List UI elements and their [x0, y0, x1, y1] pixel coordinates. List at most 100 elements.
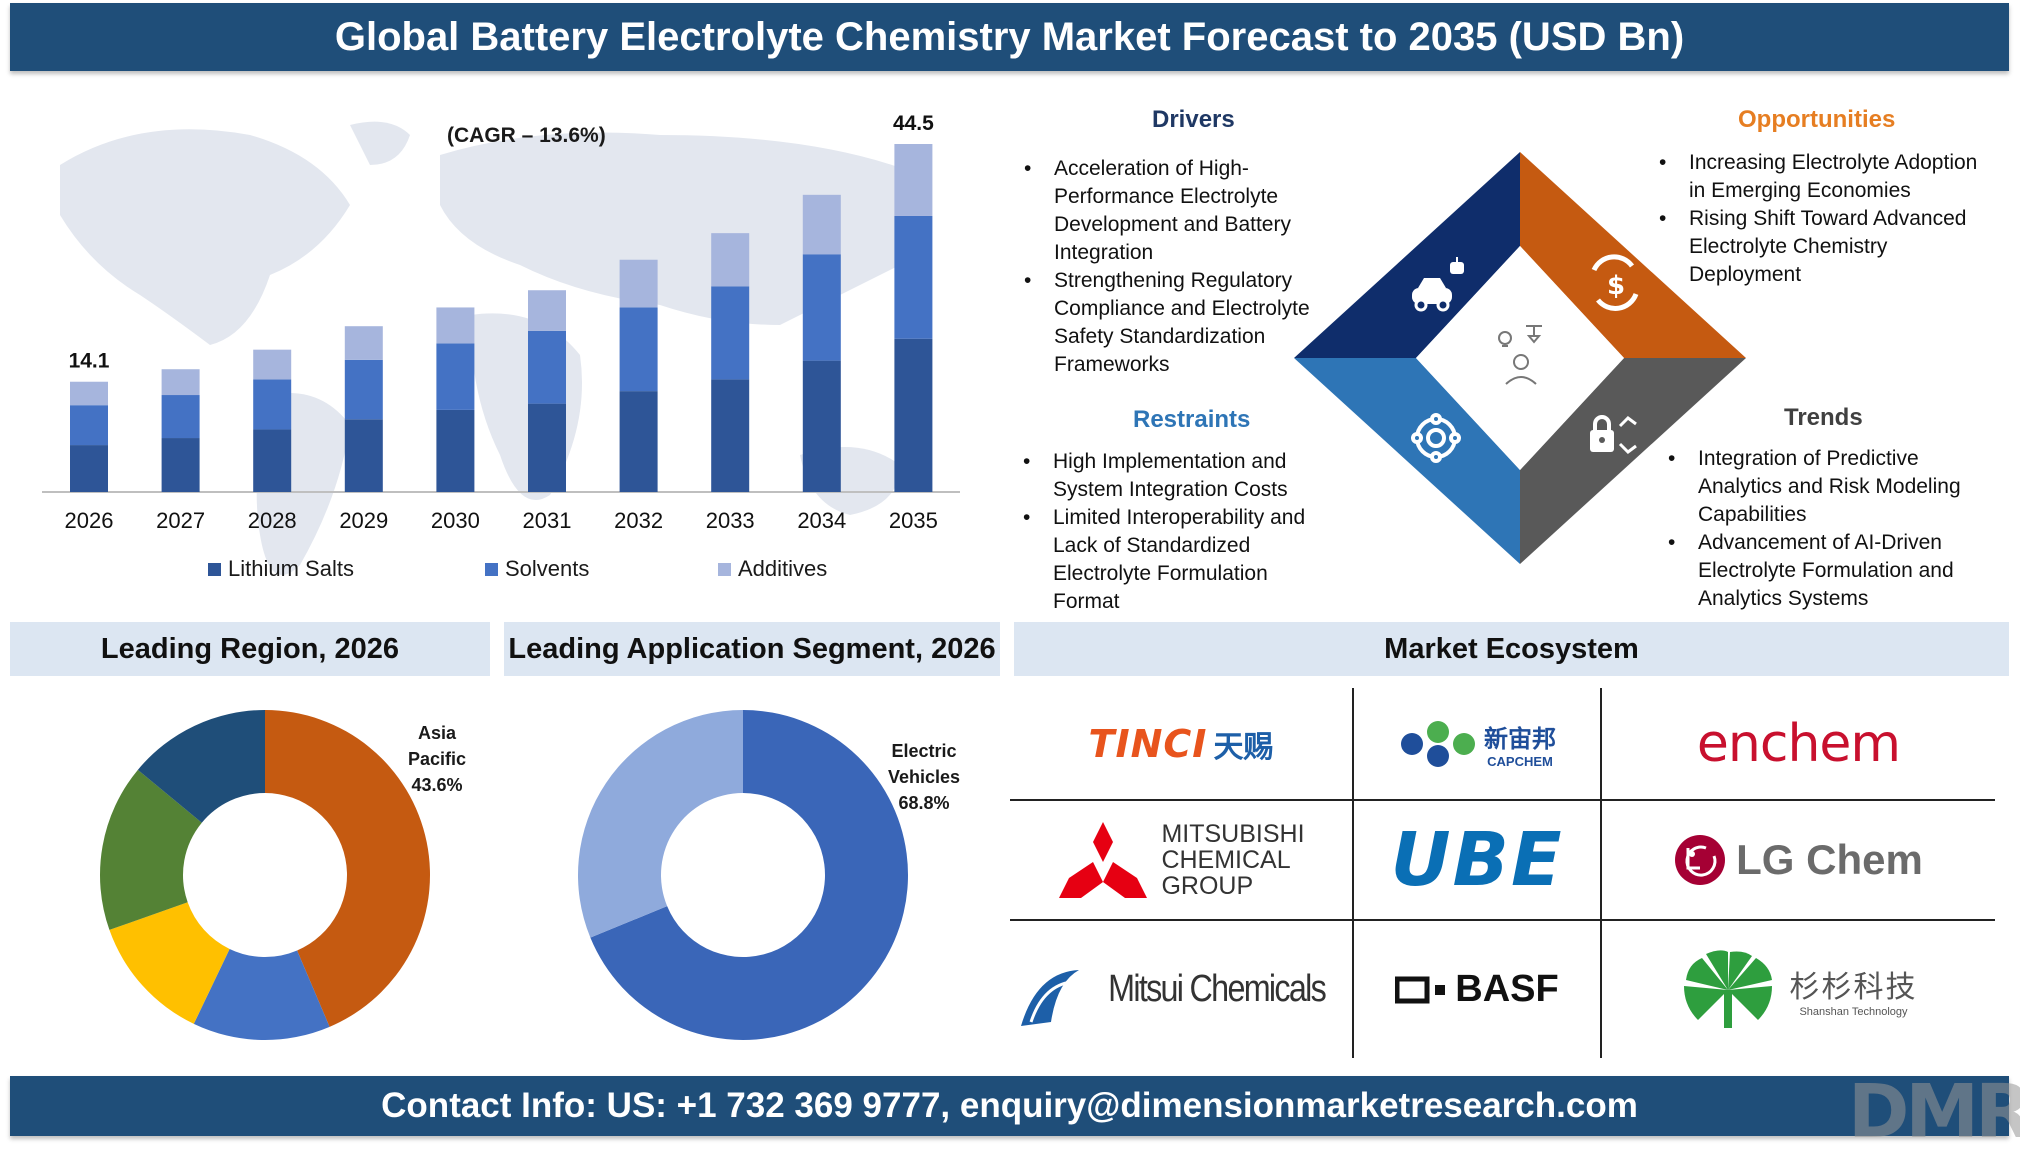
person-idea-icon	[1498, 325, 1542, 385]
logo-text: 杉杉科技	[1789, 969, 1918, 1005]
lg-chem-logo: LG Chem	[1602, 801, 1995, 919]
list-item: Increasing Electrolyte Adoption in Emerg…	[1659, 149, 1999, 205]
basf-squares-icon	[1395, 976, 1446, 1003]
drot-diamond: $	[1294, 152, 1746, 564]
bar-segment-lithium-salts	[528, 403, 566, 492]
gear-network-icon	[1411, 413, 1461, 463]
callout-label: Electric Vehicles	[887, 741, 961, 787]
bar-segment-solvents	[70, 405, 108, 446]
x-tick-label: 2035	[889, 508, 938, 533]
legend-label: Additives	[738, 556, 828, 581]
restraints-list: High Implementation and System Integrati…	[1023, 448, 1323, 616]
application-donut-chart	[578, 710, 908, 1040]
diamond-opportunities-quadrant	[1520, 152, 1746, 358]
shanshan-technology-logo: 杉杉科技 Shanshan Technology	[1602, 921, 1995, 1058]
callout-value: 68.8%	[898, 793, 950, 813]
logo-text: 新宙邦	[1484, 724, 1556, 753]
x-tick-label: 2026	[65, 508, 114, 533]
bar-segment-lithium-salts	[711, 379, 750, 492]
legend-label: Solvents	[505, 556, 590, 581]
mitsui-chemicals-logo: Mitsui Chemicals	[1010, 921, 1352, 1058]
mitsubishi-wordmark: MITSUBISHI CHEMICAL GROUP	[1161, 821, 1304, 899]
bar-segment-solvents	[344, 359, 383, 420]
list-item: Limited Interoperability and Lack of Sta…	[1023, 504, 1323, 616]
three-diamonds-icon	[1059, 822, 1148, 898]
grid-divider	[1352, 688, 1354, 1058]
diamond-drivers-quadrant	[1294, 152, 1520, 358]
bar-segment-lithium-salts	[619, 391, 658, 492]
bar-segment-additives	[436, 307, 475, 344]
stacked-bar-chart: 2026 14.1 2027 2028 2029 2030 2031 2032 2033 2034…	[42, 112, 960, 533]
x-tick-label: 2033	[706, 508, 755, 533]
x-tick-label: 2028	[248, 508, 297, 533]
dollar-cycle-icon: $	[1591, 254, 1639, 311]
ube-logo: UBE	[1354, 801, 1600, 919]
mitsui-wave-icon	[1021, 969, 1080, 1026]
bar-segment-additives	[619, 259, 658, 308]
logo-subtext: CAPCHEM	[1487, 753, 1553, 769]
logo-line: GROUP	[1161, 872, 1254, 900]
x-tick-label: 2029	[339, 508, 388, 533]
x-tick-label: 2030	[431, 508, 480, 533]
region-callout: Asia Pacific 43.6%	[396, 720, 478, 798]
list-item: Acceleration of High-Performance Electro…	[1024, 155, 1324, 267]
donut-slice-segment-2	[193, 948, 330, 1040]
opportunities-list: Increasing Electrolyte Adoption in Emerg…	[1659, 149, 1999, 289]
donut-slice-asia-pacific	[265, 710, 430, 1027]
enchem-logo: enchem	[1602, 688, 1995, 799]
trends-title: Trends	[1784, 404, 1863, 431]
logo-text: LG Chem	[1736, 836, 1923, 883]
bar-segment-lithium-salts	[436, 409, 475, 492]
bar-segment-lithium-salts	[70, 445, 108, 492]
diamond-restraints-quadrant	[1294, 358, 1520, 564]
bar-segment-lithium-salts	[894, 338, 933, 492]
legend-swatch	[485, 562, 498, 576]
bar-segment-solvents	[711, 286, 750, 380]
donut-slice-segment-5	[137, 710, 265, 823]
contact-banner: Contact Info: US: +1 732 369 9777, enqui…	[10, 1076, 2009, 1136]
x-tick-label: 2031	[523, 508, 572, 533]
legend-additives: Additives	[718, 556, 827, 582]
bar-segment-additives	[161, 369, 200, 396]
bar-segment-lithium-salts	[253, 429, 292, 492]
legend-lithium-salts: Lithium Salts	[208, 556, 354, 582]
application-callout: Electric Vehicles 68.8%	[878, 738, 970, 816]
legend-label: Lithium Salts	[228, 556, 354, 581]
svg-text:$: $	[1607, 271, 1625, 301]
bar-segment-additives	[70, 381, 108, 406]
bar-segment-lithium-salts	[161, 438, 200, 492]
grid-divider	[1010, 799, 1995, 801]
trends-list: Integration of Predictive Analytics and …	[1668, 445, 1988, 613]
mitsubishi-chemical-logo: MITSUBISHI CHEMICAL GROUP	[1010, 801, 1352, 919]
logo-text: enchem	[1696, 713, 1901, 774]
bar-segment-additives	[711, 233, 750, 287]
donut-slice-electric-vehicles	[590, 710, 908, 1040]
bar-segment-solvents	[253, 379, 292, 430]
bar-segment-solvents	[436, 343, 475, 410]
donut-slice-segment-4	[100, 769, 202, 930]
logo-line: CHEMICAL	[1161, 846, 1291, 874]
car-robot-icon	[1412, 257, 1464, 312]
leading-application-header: Leading Application Segment, 2026	[504, 622, 1000, 676]
bar-data-label: 44.5	[893, 112, 934, 135]
bar-segment-solvents	[528, 330, 566, 404]
logo-text: UBE	[1390, 817, 1564, 903]
bar-segment-solvents	[894, 215, 933, 339]
basf-logo: BASF	[1354, 921, 1600, 1058]
bar-segment-solvents	[802, 254, 841, 361]
list-item: Integration of Predictive Analytics and …	[1668, 445, 1988, 529]
lg-face-icon	[1675, 835, 1726, 885]
legend-swatch	[718, 562, 731, 576]
drivers-title: Drivers	[1152, 106, 1235, 133]
legend-solvents: Solvents	[485, 556, 589, 582]
callout-value: 43.6%	[411, 775, 463, 795]
drivers-list: Acceleration of High-Performance Electro…	[1024, 155, 1324, 379]
lock-trend-icon	[1590, 415, 1637, 454]
page-title: Global Battery Electrolyte Chemistry Mar…	[10, 3, 2009, 71]
diamond-center	[1416, 246, 1624, 470]
shanshan-wordmark: 杉杉科技 Shanshan Technology	[1790, 962, 1918, 1018]
capchem-wordmark: 新宙邦 CAPCHEM	[1484, 719, 1556, 769]
ecosystem-logo-grid: TINCI 天赐 新宙邦 CAPCHEM enchem MITSUBISHI C…	[1010, 688, 1995, 1058]
capchem-mark-icon	[1401, 720, 1475, 767]
bar-data-label: 14.1	[69, 350, 110, 373]
